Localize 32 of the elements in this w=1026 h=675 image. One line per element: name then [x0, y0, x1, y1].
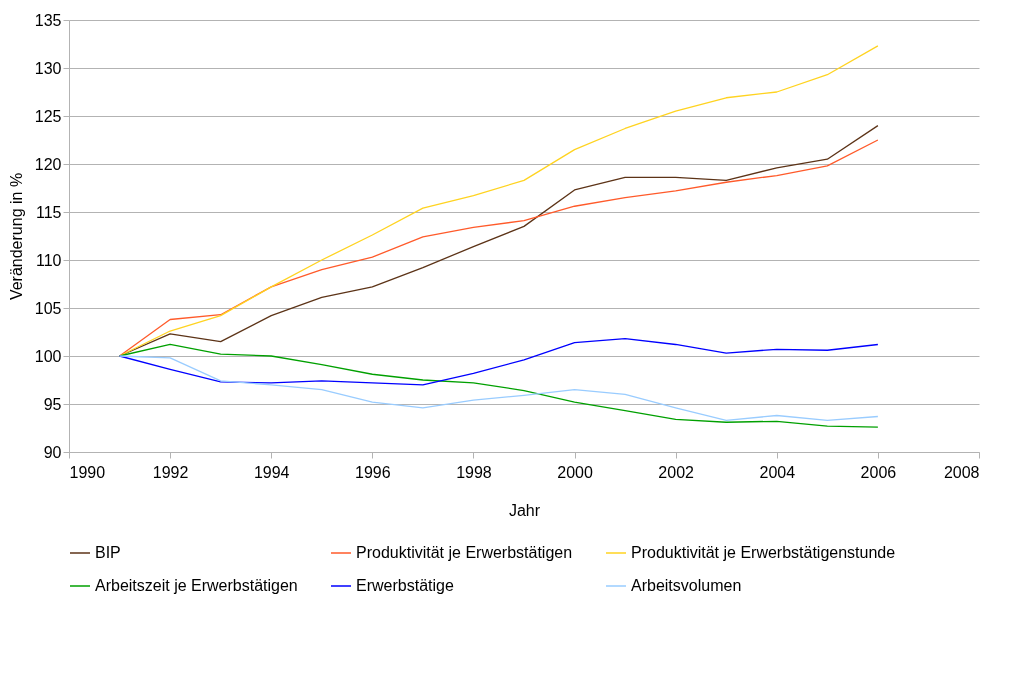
- line-series: [118, 338, 879, 386]
- legend-label: BIP: [95, 544, 121, 561]
- y-tick-label: 135: [34, 11, 62, 29]
- y-axis-title: Veränderung in %: [7, 172, 25, 301]
- x-tick-label: 1996: [355, 463, 391, 481]
- x-tick-label: 1998: [456, 463, 492, 481]
- line-series: [118, 343, 879, 428]
- line-series: [118, 45, 879, 357]
- y-tick-label: 115: [35, 203, 62, 221]
- y-tick-label: 105: [34, 299, 62, 317]
- legend-label: Arbeitsvolumen: [631, 577, 742, 594]
- y-tick-label: 120: [34, 155, 62, 173]
- line-series: [118, 355, 879, 421]
- y-tick-label: 90: [43, 443, 62, 461]
- x-tick-label: 2002: [658, 463, 695, 481]
- legend-label: Produktivität je Erwerbstätigenstunde: [631, 544, 896, 561]
- x-axis-title: Jahr: [508, 501, 541, 519]
- y-tick-label: 95: [43, 395, 62, 413]
- x-tick-label: 2006: [860, 463, 897, 481]
- x-tick-label: 1992: [152, 463, 189, 481]
- y-tick-label: 110: [35, 251, 62, 269]
- x-tick-label: 2004: [759, 463, 796, 481]
- legend-label: Arbeitszeit je Erwerbstätigen: [95, 577, 298, 594]
- x-tick-label: 2008: [943, 463, 980, 481]
- y-tick-label: 125: [34, 107, 62, 125]
- x-tick-label: 2000: [557, 463, 593, 481]
- y-tick-label: 130: [34, 59, 62, 77]
- legend-label: Produktivität je Erwerbstätigen: [356, 544, 573, 561]
- legend-label: Erwerbstätige: [356, 577, 454, 594]
- y-tick-label: 100: [34, 347, 62, 365]
- x-tick-label: 1990: [69, 463, 106, 481]
- x-tick-label: 1994: [253, 463, 290, 481]
